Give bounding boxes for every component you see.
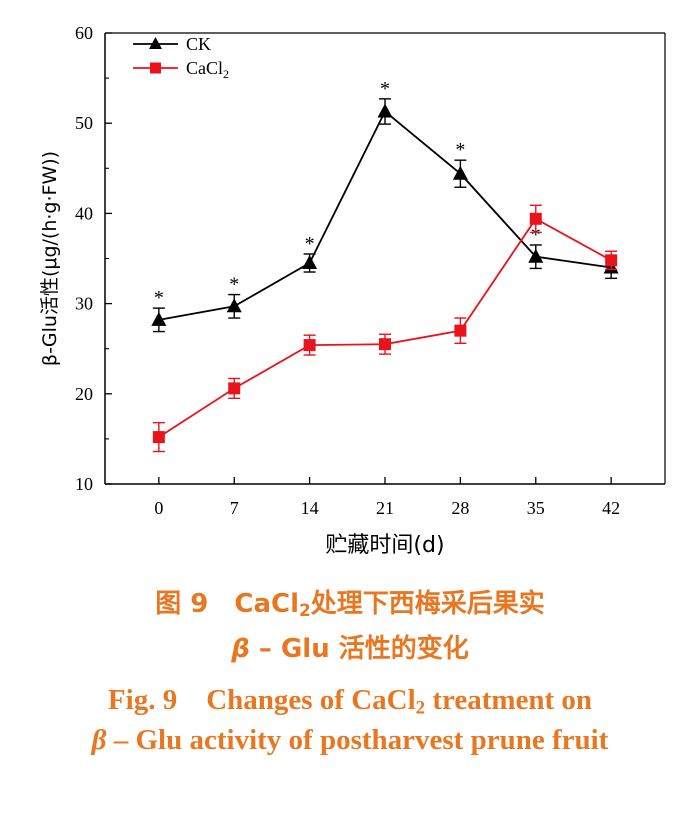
caption-en-sub: 2: [415, 697, 426, 719]
axes: 10 20 30 40 50 60 0 7 14 21 28 35 42: [75, 23, 666, 518]
y-tick-label: 20: [75, 384, 93, 404]
caption-zh-line1: 图 9 CaCl2处理下西梅采后果实: [0, 583, 700, 620]
legend-label: CK: [186, 34, 211, 54]
data-point-triangle: [452, 165, 468, 180]
series-line: [158, 217, 612, 438]
y-tick-label: 50: [75, 113, 93, 133]
caption-zh-rest: – Glu 活性的变化: [249, 634, 469, 664]
legend: CK CaCl2: [133, 34, 229, 81]
data-point-triangle: [226, 298, 242, 313]
legend-marker-triangle: [149, 37, 162, 49]
x-tick-label: 7: [230, 498, 239, 518]
caption-en-line2: β – Glu activity of postharvest prune fr…: [0, 724, 700, 757]
caption-en-rest: – Glu activity of postharvest prune frui…: [106, 724, 609, 756]
legend-label-sub: 2: [223, 67, 229, 81]
significance-mark: *: [455, 139, 465, 161]
significance-mark: *: [305, 233, 315, 255]
y-tick-label: 10: [75, 474, 93, 494]
y-tick-label: 60: [75, 23, 93, 43]
series-line: [158, 110, 612, 321]
significance-mark: *: [531, 224, 541, 246]
x-tick-label: 28: [451, 498, 469, 518]
data-point-square: [152, 431, 165, 444]
data-point-triangle: [377, 103, 393, 118]
x-tick-label: 0: [154, 498, 163, 518]
legend-marker-square: [150, 62, 161, 74]
caption-zh-beta: β: [231, 634, 250, 664]
caption-en-suffix: treatment on: [425, 684, 593, 716]
data-point-square: [529, 212, 542, 225]
data-point-square: [379, 338, 391, 351]
y-tick-label: 40: [75, 203, 93, 223]
caption-zh-line2: β – Glu 活性的变化: [0, 628, 700, 665]
x-tick-label: 21: [376, 498, 394, 518]
data-point-triangle: [528, 248, 544, 263]
x-tick-label: 14: [301, 498, 319, 518]
y-tick-label: 30: [75, 294, 93, 314]
series-cacl2: [152, 204, 618, 453]
data-point-triangle: [151, 311, 167, 326]
caption-en-beta: β: [91, 724, 107, 756]
y-axis-label: β-Glu活性(μg/(h·g·FW)): [39, 151, 61, 366]
series-layer: * * * * * *: [151, 78, 619, 453]
data-point-square: [303, 339, 316, 352]
caption-en-line1: Fig. 9 Changes of CaCl2 treatment on: [0, 676, 700, 720]
significance-mark: *: [380, 78, 390, 100]
caption-zh-prefix: 图 9 CaCl: [155, 589, 299, 619]
caption-zh-suffix: 处理下西梅采后果实: [310, 589, 545, 619]
x-axis-label: 贮藏时间(d): [325, 533, 444, 558]
x-tick-label: 35: [527, 498, 545, 518]
data-point-square: [605, 254, 618, 267]
significance-mark: *: [154, 287, 164, 309]
data-point-square: [228, 382, 241, 395]
data-point-triangle: [302, 255, 318, 270]
x-tick-label: 42: [602, 498, 620, 518]
data-point-square: [454, 324, 467, 337]
caption-en-prefix: Fig. 9 Changes of CaCl: [107, 684, 416, 716]
significance-mark: *: [229, 274, 239, 296]
series-ck: * * * * * *: [151, 78, 619, 333]
caption-zh-sub: 2: [298, 600, 311, 621]
legend-label-main: CaCl: [186, 58, 223, 78]
legend-label: CaCl2: [186, 58, 229, 81]
